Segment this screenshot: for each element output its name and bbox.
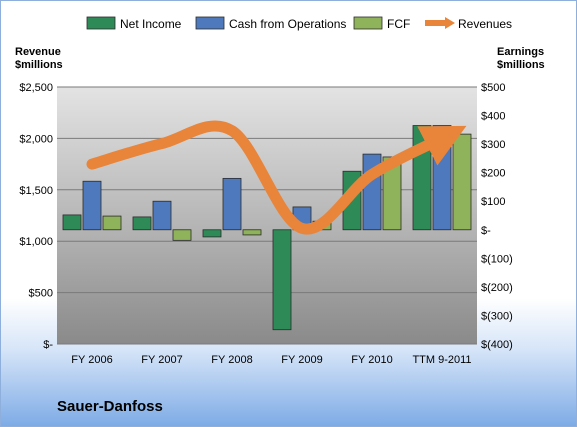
category-label: FY 2009	[281, 354, 322, 366]
left-tick-label: $500	[29, 288, 53, 300]
left-tick-label: $1,000	[19, 236, 53, 248]
bar-net-income	[62, 214, 82, 231]
left-axis-title: Revenue $millions	[15, 46, 63, 71]
bar-cash-from-operations	[152, 200, 172, 231]
legend-label: Net Income	[120, 17, 182, 31]
bar-cash-from-operations	[82, 180, 102, 231]
right-tick-label: $(300)	[481, 310, 513, 322]
bar-fcf	[452, 133, 472, 231]
bar-net-income	[202, 229, 222, 238]
category-label: FY 2010	[351, 354, 392, 366]
right-tick-label: $(200)	[481, 282, 513, 294]
bar-fcf	[102, 215, 122, 231]
right-tick-label: $(400)	[481, 339, 513, 351]
bar-net-income	[272, 229, 292, 331]
right-tick-label: $(100)	[481, 253, 513, 265]
left-tick-label: $-	[43, 339, 53, 351]
right-tick-label: $-	[481, 225, 491, 237]
plot-area	[57, 87, 477, 344]
legend-swatch	[353, 16, 383, 30]
right-tick-label: $400	[481, 111, 505, 123]
category-label: FY 2006	[71, 354, 112, 366]
legend-arrow-swatch	[445, 17, 455, 29]
left-tick-label: $2,000	[19, 133, 53, 145]
right-tick-label: $100	[481, 196, 505, 208]
bar-fcf	[242, 229, 262, 236]
legend-label: FCF	[387, 17, 410, 31]
company-name: Sauer-Danfoss	[57, 398, 163, 415]
category-label: FY 2008	[211, 354, 252, 366]
bar-fcf	[172, 229, 192, 241]
category-label: TTM 9-2011	[412, 354, 471, 366]
legend-label: Cash from Operations	[229, 17, 346, 31]
right-tick-label: $200	[481, 168, 505, 180]
legend-swatch	[86, 16, 116, 30]
legend-label: Revenues	[458, 17, 512, 31]
right-axis-title: Earnings $millions	[497, 46, 545, 71]
bar-net-income	[132, 216, 152, 231]
left-tick-label: $1,500	[19, 185, 53, 197]
bar-cash-from-operations	[222, 177, 242, 231]
left-tick-label: $2,500	[19, 82, 53, 94]
category-label: FY 2007	[141, 354, 182, 366]
legend-swatch	[195, 16, 225, 30]
right-tick-label: $500	[481, 82, 505, 94]
right-tick-label: $300	[481, 139, 505, 151]
